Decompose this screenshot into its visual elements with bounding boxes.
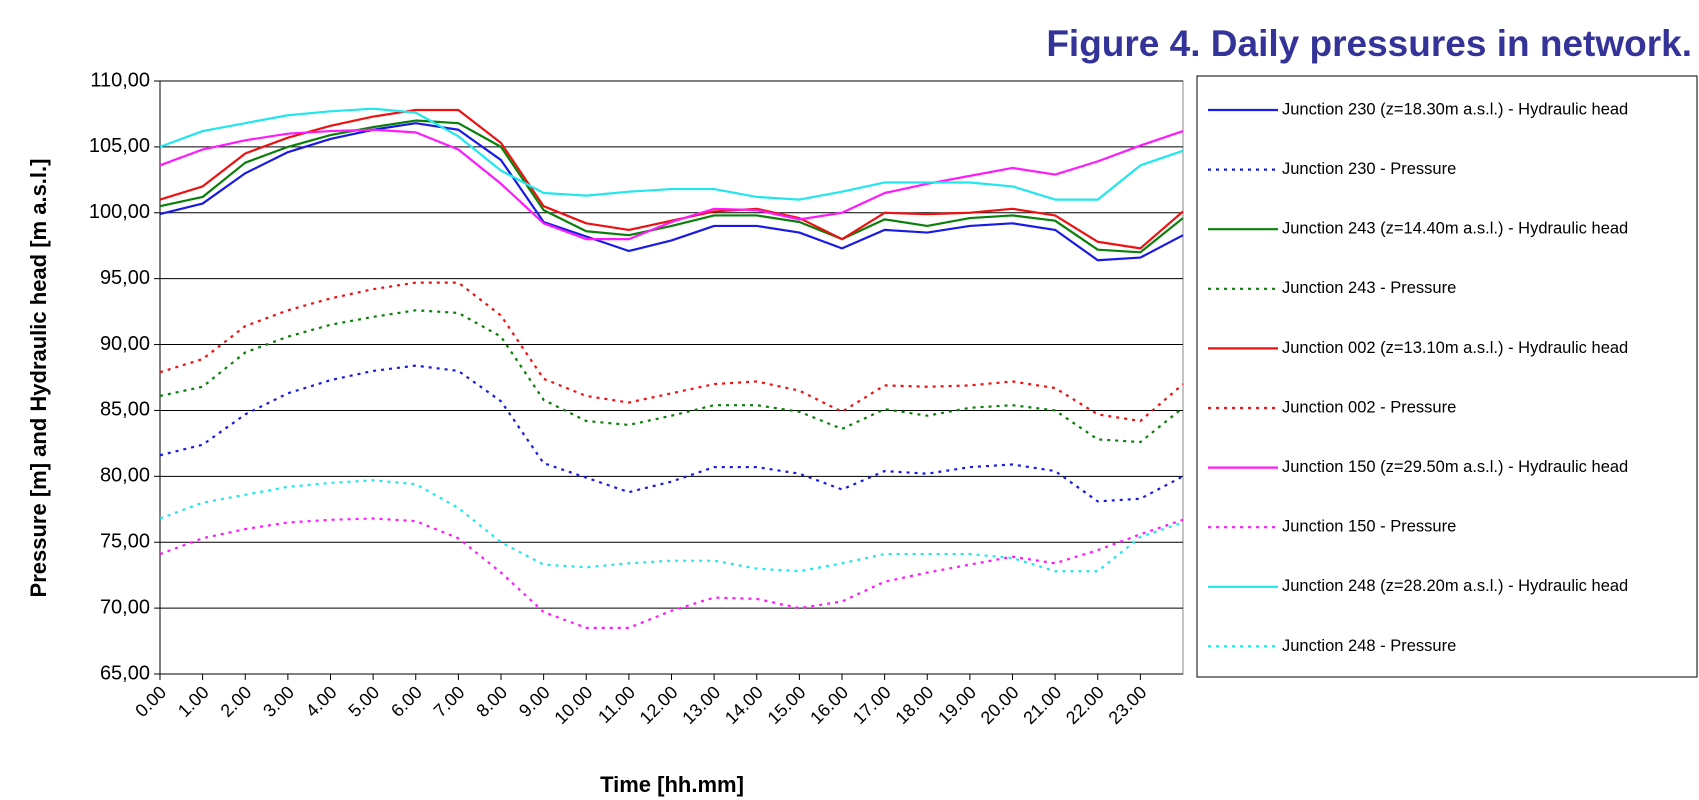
- y-tick-label: 70,00: [100, 596, 150, 618]
- y-tick-label: 105,00: [89, 135, 150, 157]
- x-tick-label: 13.00: [678, 682, 724, 728]
- legend-label: Junction 248 - Pressure: [1282, 637, 1456, 655]
- y-tick-label: 110,00: [90, 69, 150, 91]
- y-tick-label: 90,00: [100, 333, 150, 355]
- legend-label: Junction 248 (z=28.20m a.s.l.) - Hydraul…: [1282, 577, 1628, 595]
- series-line: [159, 119, 1184, 254]
- y-tick-label: 85,00: [100, 399, 150, 421]
- legend-label: Junction 243 - Pressure: [1282, 279, 1456, 297]
- series-line: [159, 108, 1184, 250]
- x-tick-label: 7.00: [430, 682, 469, 721]
- y-tick-label: 65,00: [100, 662, 150, 684]
- x-axis-title: Time [hh.mm]: [600, 772, 744, 797]
- legend-label: Junction 243 (z=14.40m a.s.l.) - Hydraul…: [1282, 220, 1628, 238]
- legend-label: Junction 230 (z=18.30m a.s.l.) - Hydraul…: [1282, 100, 1628, 118]
- series-line: [159, 107, 1184, 201]
- x-tick-label: 23.00: [1105, 682, 1151, 728]
- x-tick-label: 15.00: [764, 682, 810, 728]
- x-tick-label: 0.00: [131, 682, 170, 721]
- plot-area: [159, 80, 1184, 675]
- y-tick-label: 80,00: [100, 465, 150, 487]
- legend-label: Junction 002 - Pressure: [1282, 398, 1456, 416]
- x-tick-label: 19.00: [934, 682, 980, 728]
- series-line: [159, 281, 1184, 423]
- x-tick-label: 21.00: [1019, 682, 1065, 728]
- legend-label: Junction 230 - Pressure: [1282, 160, 1456, 178]
- y-axis-title: Pressure [m] and Hydraulic head [m a.s.l…: [26, 159, 51, 598]
- x-tick-label: 11.00: [594, 682, 639, 727]
- chart-title: Figure 4. Daily pressures in network.: [1046, 23, 1692, 64]
- y-tick-label: 75,00: [100, 531, 150, 553]
- x-tick-label: 9.00: [515, 682, 554, 721]
- y-tick-label: 100,00: [89, 201, 150, 223]
- legend-box: [1196, 75, 1698, 678]
- x-tick-label: 12.00: [636, 682, 682, 728]
- x-tick-label: 16.00: [806, 682, 852, 728]
- x-tick-label: 20.00: [977, 682, 1023, 728]
- x-tick-label: 4.00: [302, 682, 341, 721]
- series-line: [159, 517, 1184, 629]
- x-tick-label: 6.00: [387, 682, 426, 721]
- x-tick-label: 17.00: [849, 682, 895, 728]
- x-tick-label: 3.00: [259, 682, 298, 721]
- series-line: [159, 122, 1184, 262]
- x-tick-label: 22.00: [1062, 682, 1108, 728]
- x-tick-label: 14.00: [721, 682, 767, 728]
- x-tick-label: 8.00: [472, 682, 511, 721]
- legend-label: Junction 002 (z=13.10m a.s.l.) - Hydraul…: [1282, 339, 1628, 357]
- series-line: [159, 128, 1184, 241]
- series-line: [159, 309, 1184, 444]
- x-tick-label: 5.00: [344, 682, 383, 721]
- y-tick-label: 95,00: [100, 267, 150, 289]
- series-line: [159, 364, 1184, 503]
- x-tick-label: 2.00: [217, 682, 256, 721]
- legend-label: Junction 150 (z=29.50m a.s.l.) - Hydraul…: [1282, 458, 1628, 476]
- legend-label: Junction 150 - Pressure: [1282, 518, 1456, 536]
- x-tick-label: 1.00: [174, 682, 213, 721]
- x-tick-label: 10.00: [550, 682, 596, 728]
- x-tick-label: 18.00: [891, 682, 937, 728]
